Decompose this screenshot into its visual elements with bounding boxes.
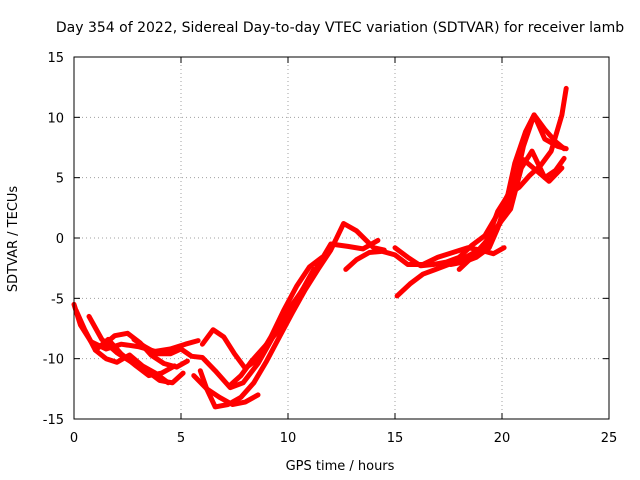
series-line-10 [227, 266, 317, 388]
chart-title: Day 354 of 2022, Sidereal Day-to-day VTE… [56, 20, 624, 36]
series-line-6 [131, 237, 381, 391]
y-tick-label: -5 [51, 292, 64, 307]
x-tick-label: 15 [387, 431, 404, 446]
x-tick-label: 25 [601, 431, 618, 446]
series-line-13 [394, 112, 569, 299]
y-tick-label: 15 [47, 51, 64, 66]
y-tick-label: 0 [56, 232, 64, 247]
y-tick-label: -10 [43, 353, 64, 368]
series-line-14 [448, 112, 567, 267]
series-line-16 [484, 85, 569, 243]
series-line-2 [73, 307, 171, 386]
series-layer [71, 85, 569, 410]
x-tick-label: 5 [177, 431, 185, 446]
series-line-8 [191, 373, 261, 407]
y-axis-label: SDTVAR / TECUs [6, 186, 21, 293]
x-axis-label: GPS time / hours [286, 459, 395, 474]
grid [74, 57, 609, 419]
y-tick-label: 5 [56, 172, 64, 187]
y-tick-label: 10 [47, 111, 64, 126]
x-tick-label: 20 [494, 431, 511, 446]
series-line-7 [197, 221, 387, 410]
ticks: 0 5 10 15 20 25 -15 -10 -5 0 5 10 15 [43, 51, 618, 446]
x-tick-label: 0 [70, 431, 78, 446]
y-tick-label: -15 [43, 413, 64, 428]
x-tick-label: 10 [280, 431, 297, 446]
series-line-9 [199, 254, 325, 371]
